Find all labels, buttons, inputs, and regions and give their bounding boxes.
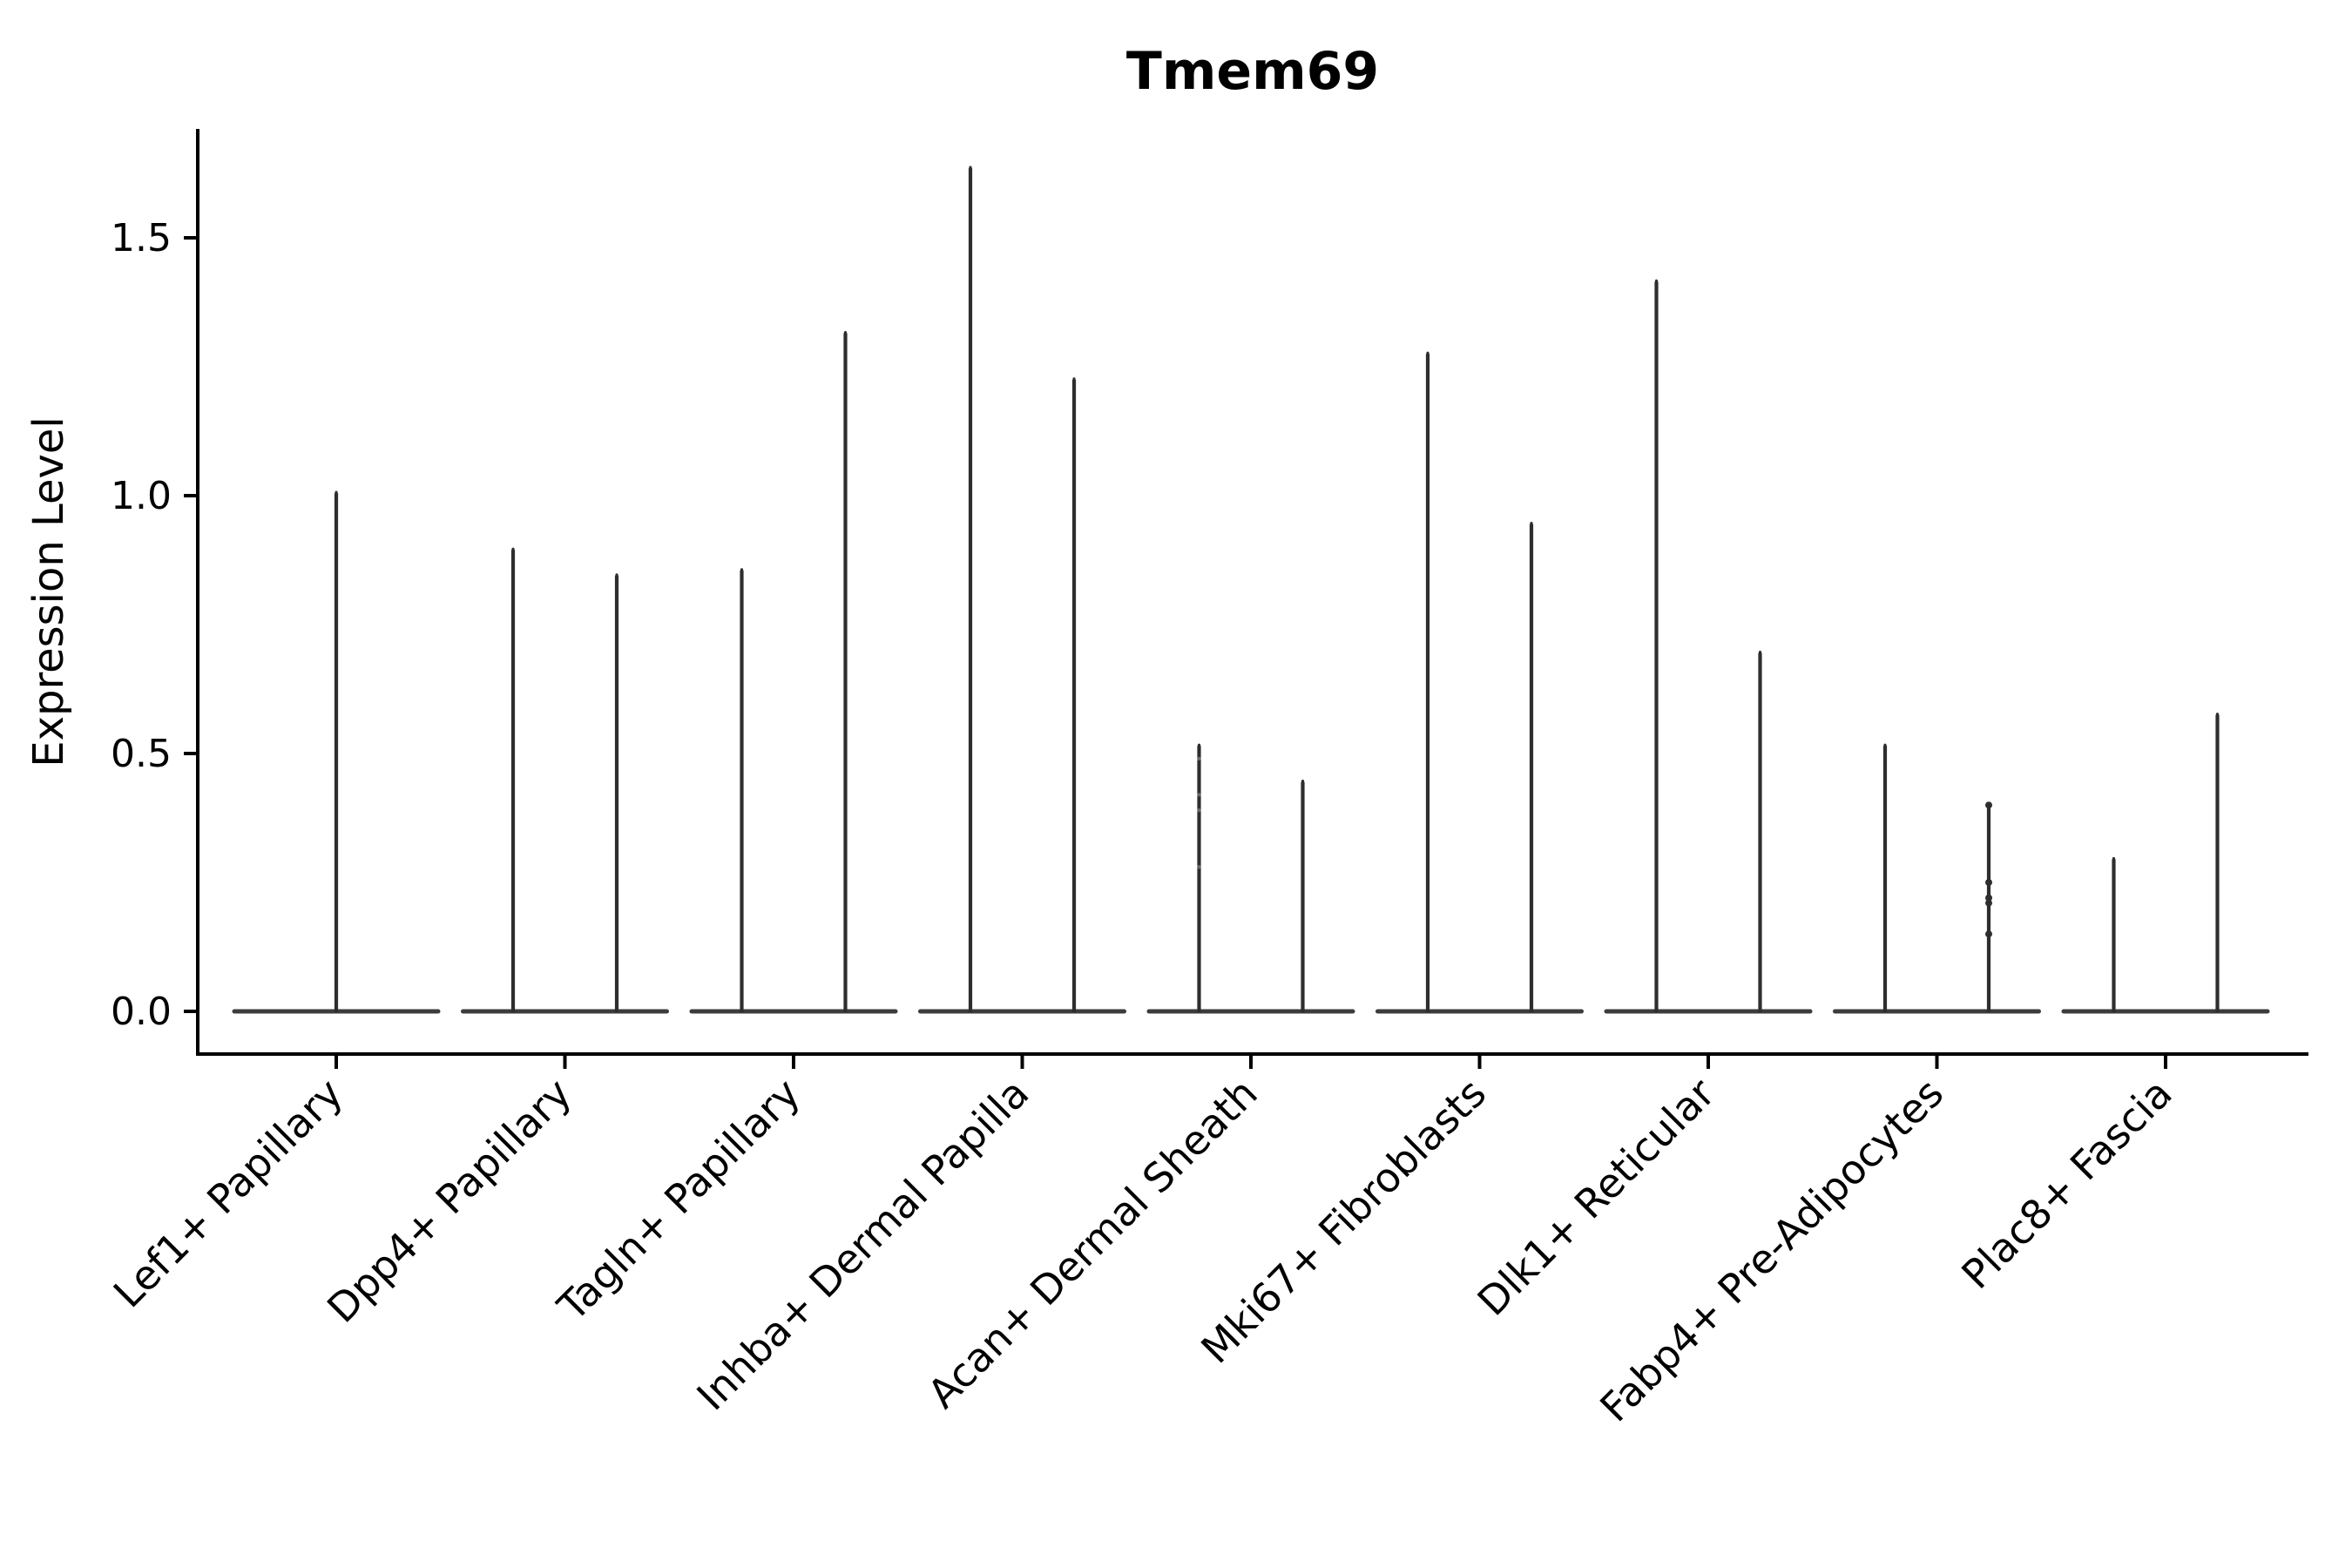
chart-title: Tmem69 <box>1126 41 1379 102</box>
x-tick-label: Plac8+ Fascia <box>1952 1070 2180 1298</box>
violin-category <box>1375 351 1584 1014</box>
y-tick-label: 0.0 <box>111 990 172 1034</box>
x-tick-label: Dlk1+ Reticular <box>1469 1070 1724 1325</box>
violin-category <box>461 547 669 1014</box>
cell-point <box>1197 793 1201 797</box>
cell-point <box>1985 801 1992 809</box>
cell-point <box>1985 930 1992 938</box>
x-tick-label: Tagln+ Papillary <box>548 1070 809 1331</box>
cell-point <box>1985 879 1992 886</box>
x-tick-label: Dpp4+ Papillary <box>318 1070 580 1332</box>
y-tick-label: 0.5 <box>111 732 172 776</box>
x-tick-label: Lef1+ Papillary <box>105 1070 352 1317</box>
y-axis-label: Expression Level <box>24 416 73 767</box>
axes: 0.0 0.5 1.0 1.5 Expression Level Lef1+ Papill… <box>24 129 2308 1431</box>
violin-category <box>2061 713 2270 1014</box>
violin-category <box>918 166 1126 1014</box>
cell-point <box>1197 808 1201 813</box>
violins <box>232 166 2270 1014</box>
cell-point <box>1197 756 1201 761</box>
violin-category <box>689 330 898 1014</box>
cell-point <box>1985 899 1992 907</box>
violin-category <box>232 490 441 1014</box>
violin-category <box>1604 279 1813 1014</box>
y-tick-label: 1.0 <box>111 474 172 518</box>
y-tick-label: 1.5 <box>111 216 172 260</box>
violin-category <box>1833 743 2041 1014</box>
y-ticks: 0.0 0.5 1.0 1.5 <box>111 216 198 1034</box>
cell-point <box>1985 894 1992 902</box>
violin-category <box>1146 743 1355 1014</box>
cell-point <box>1197 865 1201 869</box>
